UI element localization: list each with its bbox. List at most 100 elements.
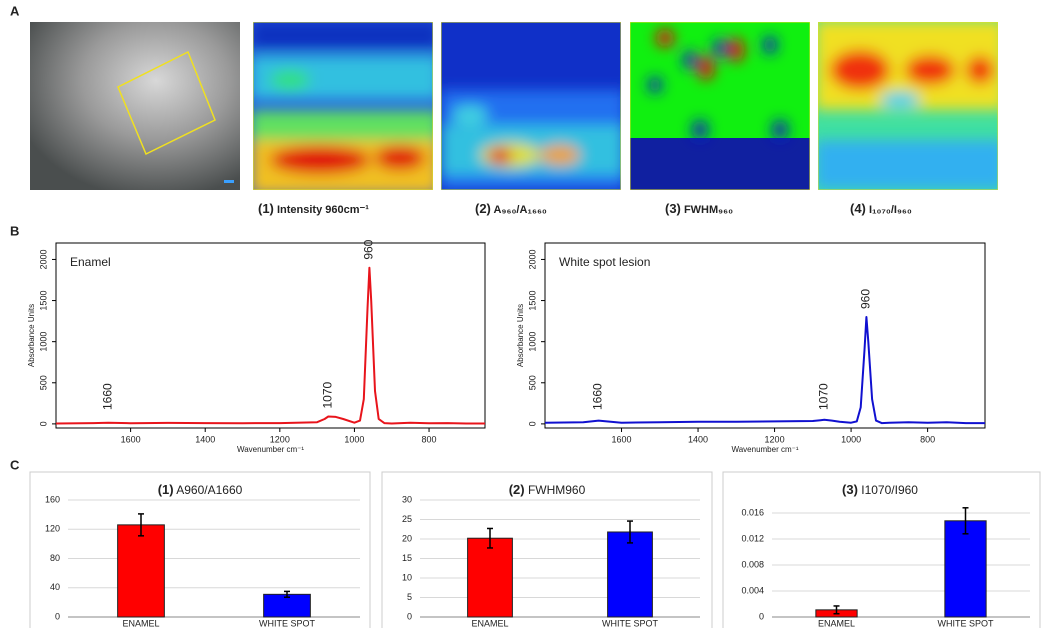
x-tick-label: WHITE SPOT <box>602 618 659 628</box>
heatmap <box>253 22 433 190</box>
peak-label: 960 <box>859 289 873 309</box>
error-bar <box>962 507 969 535</box>
y-tick-label: 30 <box>402 494 412 504</box>
y-tick-label: 0 <box>759 611 764 621</box>
plot-frame <box>55 242 486 429</box>
y-axis-label: Absorbance Units <box>27 304 36 367</box>
heatmap <box>441 22 621 190</box>
heatmap <box>818 22 998 190</box>
y-tick-label: 2000 <box>527 249 537 269</box>
caption-number: (2) <box>475 201 491 216</box>
spectrum-line <box>55 266 485 425</box>
x-tick-label: 1200 <box>270 434 290 444</box>
caption-text: Intensity 960cm⁻¹ <box>277 204 369 216</box>
spectrum-line <box>544 316 985 425</box>
y-tick-label: 1000 <box>38 332 48 352</box>
y-tick-label: 1000 <box>527 332 537 352</box>
caption: (1) Intensity 960cm⁻¹ <box>258 201 369 216</box>
caption-number: (3) <box>665 201 681 216</box>
x-axis-label: Wavenumber cm⁻¹ <box>237 445 304 454</box>
title-text: A960/A1660 <box>176 483 242 497</box>
caption-text: A₉₆₀/A₁₆₆₀ <box>494 204 547 216</box>
peak-label: 960 <box>362 239 376 259</box>
y-tick-label: 10 <box>402 572 412 582</box>
y-tick-label: 500 <box>527 375 537 390</box>
y-tick-label: 20 <box>402 533 412 543</box>
bar <box>117 524 165 618</box>
chart-title: (2) FWHM960 <box>509 482 586 497</box>
y-tick-label: 0.004 <box>741 585 764 595</box>
panel-label: A <box>10 3 20 18</box>
title-text: I1070/I960 <box>861 483 918 497</box>
y-tick-label: 25 <box>402 514 412 524</box>
bar <box>607 531 653 618</box>
y-tick-label: 120 <box>45 524 60 534</box>
x-tick-label: WHITE SPOT <box>259 618 316 628</box>
chart-box <box>722 471 1041 628</box>
y-axis-label: Absorbance Units <box>516 304 525 367</box>
title-number: (2) <box>509 482 525 497</box>
y-tick-label: 2000 <box>38 249 48 269</box>
heatmap <box>630 22 810 190</box>
x-tick-label: ENAMEL <box>818 618 855 628</box>
title-number: (3) <box>842 482 858 497</box>
y-tick-label: 0.016 <box>741 507 764 517</box>
y-tick-label: 160 <box>45 494 60 504</box>
error-bar <box>284 590 290 599</box>
y-tick-label: 0.008 <box>741 559 764 569</box>
image-caption: (1) Intensity 960cm⁻¹ (2) A₉₆₀/A₁₆₆₀ (3)… <box>258 201 912 216</box>
y-tick-label: 0.012 <box>741 533 764 543</box>
caption-text: I₁₀₇₀/I₉₆₀ <box>869 204 912 216</box>
y-tick-label: 1500 <box>38 291 48 311</box>
title-text: FWHM960 <box>528 483 586 497</box>
y-tick-label: 15 <box>402 553 412 563</box>
y-tick-label: 80 <box>50 553 60 563</box>
x-tick-label: 1000 <box>841 434 861 444</box>
series-label: Enamel <box>70 255 111 269</box>
error-bar <box>627 520 633 544</box>
x-tick-label: ENAMEL <box>122 618 159 628</box>
plot-frame <box>544 242 986 429</box>
chart-box <box>381 471 713 628</box>
peak-label: 1660 <box>591 383 605 410</box>
chart-title: (3) I1070/I960 <box>842 482 918 497</box>
caption: (4) I₁₀₇₀/I₉₆₀ <box>850 201 912 216</box>
y-tick-label: 0 <box>38 421 48 426</box>
peak-label: 1070 <box>816 383 830 410</box>
x-tick-label: 1200 <box>765 434 785 444</box>
panel-label: C <box>10 457 20 472</box>
x-tick-label: 1400 <box>688 434 708 444</box>
y-tick-label: 1500 <box>527 291 537 311</box>
peak-label: 1070 <box>320 381 334 408</box>
chart-title: (1) A960/A1660 <box>158 482 243 497</box>
x-tick-label: 1400 <box>195 434 215 444</box>
caption-number: (1) <box>258 201 274 216</box>
caption: (3) FWHM₉₆₀ <box>665 201 733 216</box>
micrograph <box>30 22 240 190</box>
x-tick-label: 1000 <box>344 434 364 444</box>
y-tick-label: 0 <box>527 421 537 426</box>
y-tick-label: 0 <box>407 611 412 621</box>
x-tick-label: ENAMEL <box>471 618 508 628</box>
caption-number: (4) <box>850 201 866 216</box>
error-bar <box>487 527 493 549</box>
title-number: (1) <box>158 482 174 497</box>
y-tick-label: 40 <box>50 582 60 592</box>
y-tick-label: 0 <box>55 611 60 621</box>
panel-label: B <box>10 223 19 238</box>
bar <box>467 537 513 618</box>
error-bar <box>833 605 840 615</box>
y-tick-label: 500 <box>38 375 48 390</box>
x-axis-label: Wavenumber cm⁻¹ <box>731 445 798 454</box>
y-tick-label: 5 <box>407 592 412 602</box>
caption-text: FWHM₉₆₀ <box>684 204 733 216</box>
x-tick-label: 800 <box>422 434 437 444</box>
x-tick-label: 1600 <box>121 434 141 444</box>
bar <box>944 520 987 618</box>
series-label: White spot lesion <box>559 255 650 269</box>
peak-label: 1660 <box>100 383 114 410</box>
x-tick-label: 800 <box>920 434 935 444</box>
caption: (2) A₉₆₀/A₁₆₆₀ <box>475 201 547 216</box>
x-tick-label: WHITE SPOT <box>938 618 995 628</box>
